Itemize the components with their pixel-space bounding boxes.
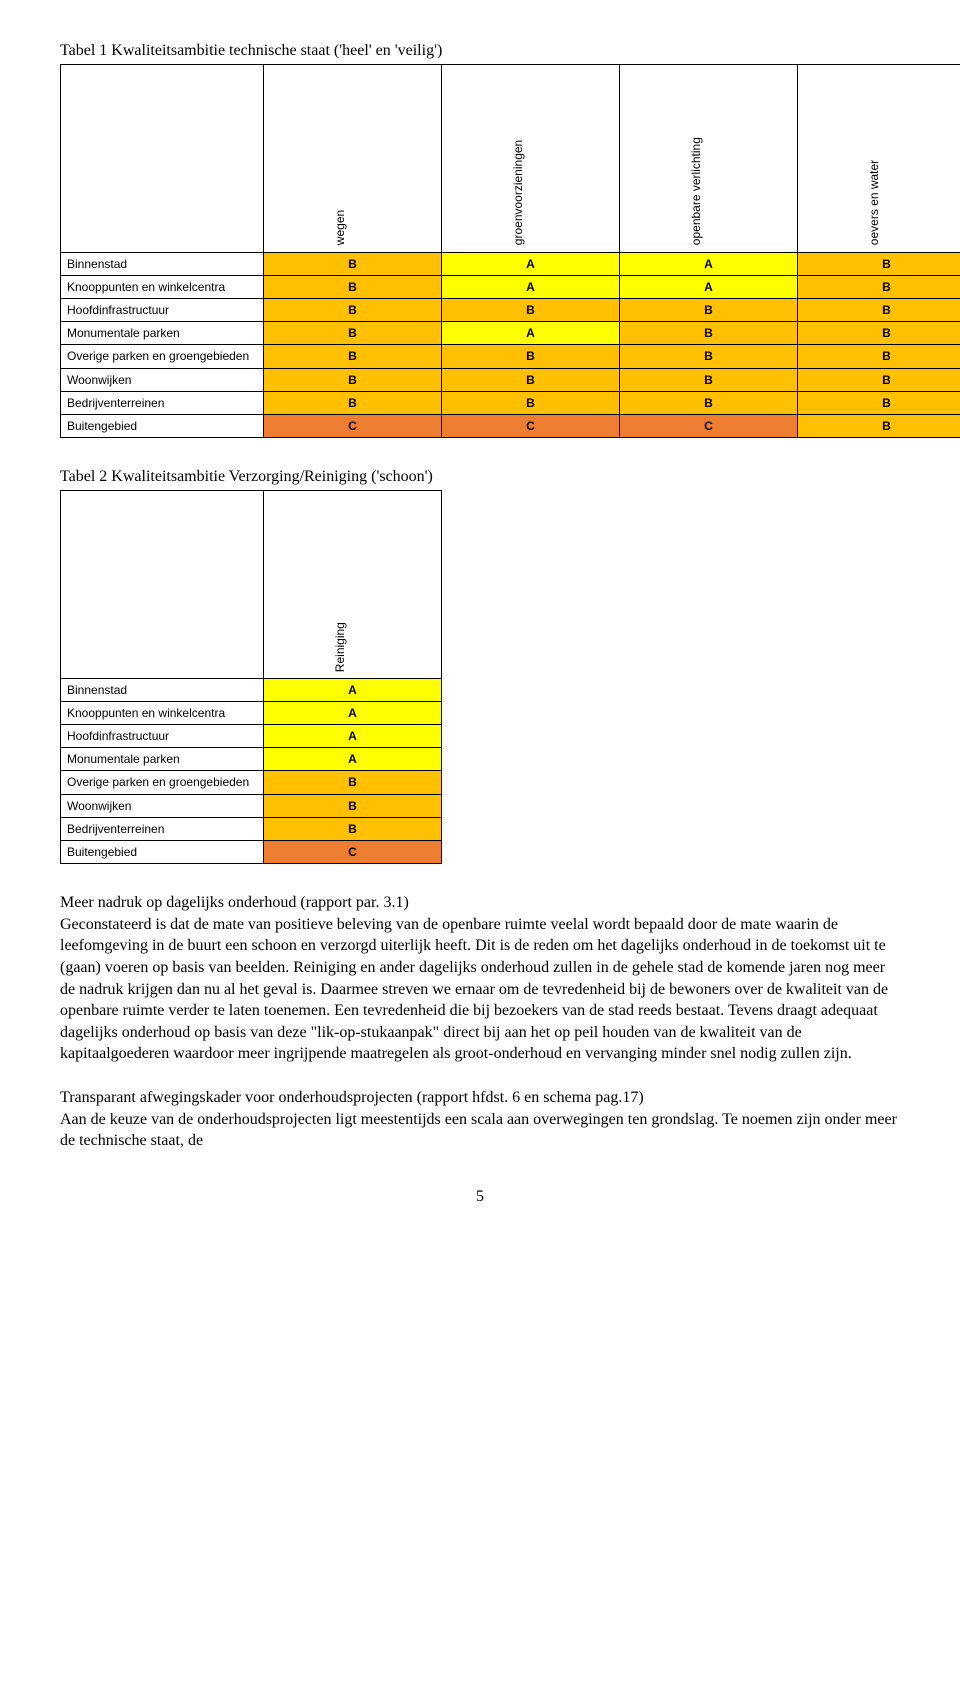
table2-header-row: Reiniging bbox=[61, 490, 442, 678]
grade-cell: B bbox=[442, 298, 620, 321]
table1-col-1: groenvoorzieningen bbox=[442, 64, 620, 252]
grade-cell: B bbox=[798, 368, 960, 391]
grade-cell: B bbox=[264, 322, 442, 345]
table1-col-2: openbare verlichting bbox=[620, 64, 798, 252]
row-label: Knooppunten en winkelcentra bbox=[61, 701, 264, 724]
table-row: Monumentale parkenBABBBBAB bbox=[61, 322, 960, 345]
table2-wrap: Reiniging BinnenstadAKnooppunten en wink… bbox=[60, 490, 900, 865]
grade-cell: B bbox=[798, 252, 960, 275]
table1-col-3: oevers en water bbox=[798, 64, 960, 252]
row-label: Binnenstad bbox=[61, 678, 264, 701]
table-row: Overige parken en groengebiedenB bbox=[61, 771, 442, 794]
grade-cell: A bbox=[442, 275, 620, 298]
col-label: Reiniging bbox=[331, 492, 347, 672]
table-row: HoofdinfrastructuurBBBBBBBB bbox=[61, 298, 960, 321]
grade-cell: B bbox=[798, 391, 960, 414]
table-row: Knooppunten en winkelcentraA bbox=[61, 701, 442, 724]
row-label: Hoofdinfrastructuur bbox=[61, 298, 264, 321]
row-label: Overige parken en groengebieden bbox=[61, 345, 264, 368]
grade-cell: B bbox=[798, 275, 960, 298]
table1-title: Tabel 1 Kwaliteitsambitie technische sta… bbox=[60, 40, 900, 62]
grade-cell: B bbox=[264, 391, 442, 414]
table-row: BuitengebiedC bbox=[61, 841, 442, 864]
grade-cell: B bbox=[264, 771, 442, 794]
table2-col-0: Reiniging bbox=[264, 490, 442, 678]
row-label: Woonwijken bbox=[61, 368, 264, 391]
col-label: wegen bbox=[331, 66, 347, 246]
table-row: BinnenstadBAABBBAB bbox=[61, 252, 960, 275]
grade-cell: B bbox=[264, 275, 442, 298]
grade-cell: C bbox=[264, 414, 442, 437]
grade-cell: B bbox=[798, 345, 960, 368]
table1: wegen groenvoorzieningen openbare verlic… bbox=[60, 64, 960, 439]
grade-cell: B bbox=[620, 322, 798, 345]
table-row: Monumentale parkenA bbox=[61, 748, 442, 771]
table-row: WoonwijkenBBBBBBBB bbox=[61, 368, 960, 391]
row-label: Buitengebied bbox=[61, 841, 264, 864]
grade-cell: A bbox=[264, 725, 442, 748]
row-label: Hoofdinfrastructuur bbox=[61, 725, 264, 748]
row-label: Binnenstad bbox=[61, 252, 264, 275]
row-label: Monumentale parken bbox=[61, 748, 264, 771]
page-number: 5 bbox=[60, 1186, 900, 1208]
grade-cell: A bbox=[620, 275, 798, 298]
table-row: BinnenstadA bbox=[61, 678, 442, 701]
grade-cell: A bbox=[264, 748, 442, 771]
col-label: openbare verlichting bbox=[687, 66, 703, 246]
table-row: HoofdinfrastructuurA bbox=[61, 725, 442, 748]
grade-cell: B bbox=[264, 817, 442, 840]
grade-cell: A bbox=[442, 252, 620, 275]
table-row: Knooppunten en winkelcentraBAABBBAB bbox=[61, 275, 960, 298]
grade-cell: A bbox=[620, 252, 798, 275]
table-row: BuitengebiedCCCBBBCB bbox=[61, 414, 960, 437]
table2-title: Tabel 2 Kwaliteitsambitie Verzorging/Rei… bbox=[60, 466, 900, 488]
row-label: Overige parken en groengebieden bbox=[61, 771, 264, 794]
paragraph1: Meer nadruk op dagelijks onderhoud (rapp… bbox=[60, 892, 900, 1065]
grade-cell: B bbox=[620, 345, 798, 368]
table2: Reiniging BinnenstadAKnooppunten en wink… bbox=[60, 490, 442, 865]
table1-wrap: wegen groenvoorzieningen openbare verlic… bbox=[60, 64, 900, 439]
table1-corner bbox=[61, 64, 264, 252]
grade-cell: B bbox=[620, 391, 798, 414]
grade-cell: C bbox=[264, 841, 442, 864]
para2-title: Transparant afwegingskader voor onderhou… bbox=[60, 1089, 644, 1106]
grade-cell: A bbox=[264, 701, 442, 724]
row-label: Buitengebied bbox=[61, 414, 264, 437]
col-label: groenvoorzieningen bbox=[509, 66, 525, 246]
grade-cell: C bbox=[620, 414, 798, 437]
grade-cell: B bbox=[264, 345, 442, 368]
table-row: BedrijventerreinenBBBBBBBB bbox=[61, 391, 960, 414]
grade-cell: B bbox=[442, 391, 620, 414]
grade-cell: B bbox=[798, 414, 960, 437]
grade-cell: B bbox=[620, 368, 798, 391]
grade-cell: B bbox=[264, 252, 442, 275]
table1-header-row: wegen groenvoorzieningen openbare verlic… bbox=[61, 64, 960, 252]
grade-cell: B bbox=[442, 345, 620, 368]
grade-cell: B bbox=[264, 794, 442, 817]
table-row: Overige parken en groengebiedenBBBBBBBB bbox=[61, 345, 960, 368]
table1-col-0: wegen bbox=[264, 64, 442, 252]
para1-body: Geconstateerd is dat de mate van positie… bbox=[60, 916, 888, 1063]
row-label: Bedrijventerreinen bbox=[61, 817, 264, 840]
grade-cell: B bbox=[798, 322, 960, 345]
grade-cell: B bbox=[798, 298, 960, 321]
grade-cell: B bbox=[264, 298, 442, 321]
grade-cell: B bbox=[264, 368, 442, 391]
grade-cell: B bbox=[620, 298, 798, 321]
para2-body: Aan de keuze van de onderhoudsprojecten … bbox=[60, 1111, 897, 1150]
grade-cell: C bbox=[442, 414, 620, 437]
table-row: BedrijventerreinenB bbox=[61, 817, 442, 840]
table2-corner bbox=[61, 490, 264, 678]
para1-title: Meer nadruk op dagelijks onderhoud (rapp… bbox=[60, 894, 409, 911]
row-label: Bedrijventerreinen bbox=[61, 391, 264, 414]
grade-cell: A bbox=[264, 678, 442, 701]
grade-cell: B bbox=[442, 368, 620, 391]
col-label: oevers en water bbox=[865, 66, 881, 246]
row-label: Monumentale parken bbox=[61, 322, 264, 345]
row-label: Knooppunten en winkelcentra bbox=[61, 275, 264, 298]
grade-cell: A bbox=[442, 322, 620, 345]
row-label: Woonwijken bbox=[61, 794, 264, 817]
paragraph2: Transparant afwegingskader voor onderhou… bbox=[60, 1087, 900, 1152]
table-row: WoonwijkenB bbox=[61, 794, 442, 817]
